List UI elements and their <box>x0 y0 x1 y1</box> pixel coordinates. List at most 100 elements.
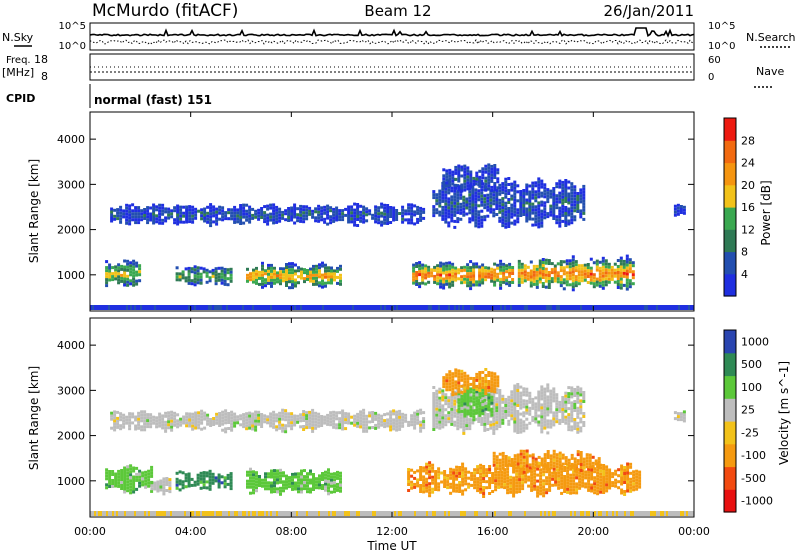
heatmap-cell <box>445 172 449 176</box>
heatmap-cell <box>239 423 243 427</box>
heatmap-cell <box>474 215 478 219</box>
heatmap-cell <box>442 277 446 281</box>
heatmap-cell <box>516 211 520 215</box>
heatmap-cell <box>137 215 141 219</box>
heatmap-cell <box>536 491 540 495</box>
heatmap-cell <box>468 205 472 209</box>
heatmap-cell <box>279 492 282 496</box>
heatmap-cell <box>555 399 559 403</box>
heatmap-cell <box>514 305 516 310</box>
heatmap-cell <box>558 460 562 464</box>
heatmap-cell <box>300 484 303 488</box>
heatmap-cell <box>558 451 562 455</box>
heatmap-cell <box>297 269 300 273</box>
heatmap-cell <box>513 408 517 412</box>
heatmap-cell <box>463 265 467 269</box>
heatmap-cell <box>187 472 191 476</box>
heatmap-cell <box>173 206 177 210</box>
heatmap-cell <box>141 480 145 484</box>
heatmap-cell <box>395 215 399 218</box>
heatmap-cell <box>368 411 372 415</box>
heatmap-cell <box>110 305 112 310</box>
heatmap-cell <box>315 477 318 481</box>
heatmap-cell <box>194 411 198 415</box>
heatmap-cell <box>593 491 597 495</box>
heatmap-cell <box>246 305 248 310</box>
heatmap-cell <box>566 475 570 479</box>
heatmap-cell <box>299 213 303 217</box>
heatmap-cell <box>116 425 120 429</box>
heatmap-cell <box>560 482 564 486</box>
heatmap-cell <box>332 213 336 217</box>
heatmap-cell <box>300 305 302 310</box>
heatmap-cell <box>125 203 129 207</box>
heatmap-cell <box>453 423 457 427</box>
heatmap-cell <box>576 210 580 213</box>
heatmap-cell <box>543 210 547 214</box>
heatmap-cell <box>555 206 559 210</box>
heatmap-cell <box>626 305 628 310</box>
heatmap-cell <box>236 415 240 419</box>
heatmap-cell <box>424 264 428 268</box>
heatmap-cell <box>336 488 339 492</box>
heatmap-cell <box>555 393 559 397</box>
heatmap-cell <box>534 463 538 467</box>
heatmap-cell <box>126 474 130 478</box>
heatmap-cell <box>558 463 562 467</box>
heatmap-cell <box>141 474 145 478</box>
heatmap-cell <box>132 271 136 275</box>
heatmap-cell <box>468 305 470 310</box>
heatmap-cell <box>180 305 182 310</box>
nsky-tick-bottom: 10^0 <box>59 41 86 52</box>
heatmap-cell <box>260 413 264 416</box>
heatmap-cell <box>167 210 171 214</box>
heatmap-cell <box>193 280 197 284</box>
heatmap-cell <box>251 216 255 220</box>
heatmap-cell <box>199 278 203 282</box>
heatmap-cell <box>419 411 423 415</box>
heatmap-cell <box>626 480 630 484</box>
heatmap-cell <box>579 390 583 394</box>
heatmap-cell <box>290 418 294 422</box>
heatmap-cell <box>200 412 204 416</box>
heatmap-cell <box>532 279 536 283</box>
heatmap-cell <box>535 264 539 268</box>
heatmap-cell <box>576 394 580 398</box>
heatmap-cell <box>275 220 279 224</box>
heatmap-cell <box>495 427 499 431</box>
heatmap-cell <box>450 186 454 190</box>
heatmap-cell <box>268 511 270 516</box>
heatmap-cell <box>596 305 598 310</box>
heatmap-cell <box>457 375 461 379</box>
heatmap-cell <box>254 419 258 423</box>
heatmap-cell <box>539 477 543 481</box>
heatmap-cell <box>450 189 454 193</box>
heatmap-cell <box>269 215 273 219</box>
heatmap-cell <box>447 200 451 204</box>
heatmap-cell <box>140 410 144 414</box>
heatmap-cell <box>134 221 138 225</box>
heatmap-cell <box>425 468 429 472</box>
heatmap-cell <box>579 209 583 213</box>
heatmap-cell <box>272 218 276 222</box>
heatmap-cell <box>522 452 526 456</box>
heatmap-cell <box>333 275 336 279</box>
heatmap-cell <box>575 488 579 492</box>
heatmap-cell <box>513 195 517 199</box>
heatmap-cell <box>493 167 497 170</box>
heatmap-cell <box>456 190 460 194</box>
heatmap-cell <box>540 427 544 431</box>
heatmap-cell <box>496 272 500 276</box>
heatmap-cell <box>184 279 188 283</box>
heatmap-cell <box>457 176 461 180</box>
heatmap-cell <box>495 198 499 201</box>
heatmap-cell <box>188 415 192 419</box>
heatmap-cell <box>100 305 102 310</box>
heatmap-cell <box>147 484 151 488</box>
heatmap-cell <box>539 492 543 496</box>
heatmap-cell <box>422 478 426 482</box>
heatmap-cell <box>132 274 136 278</box>
heatmap-cell <box>574 278 578 282</box>
heatmap-cell <box>500 470 504 474</box>
heatmap-cell <box>270 472 273 476</box>
